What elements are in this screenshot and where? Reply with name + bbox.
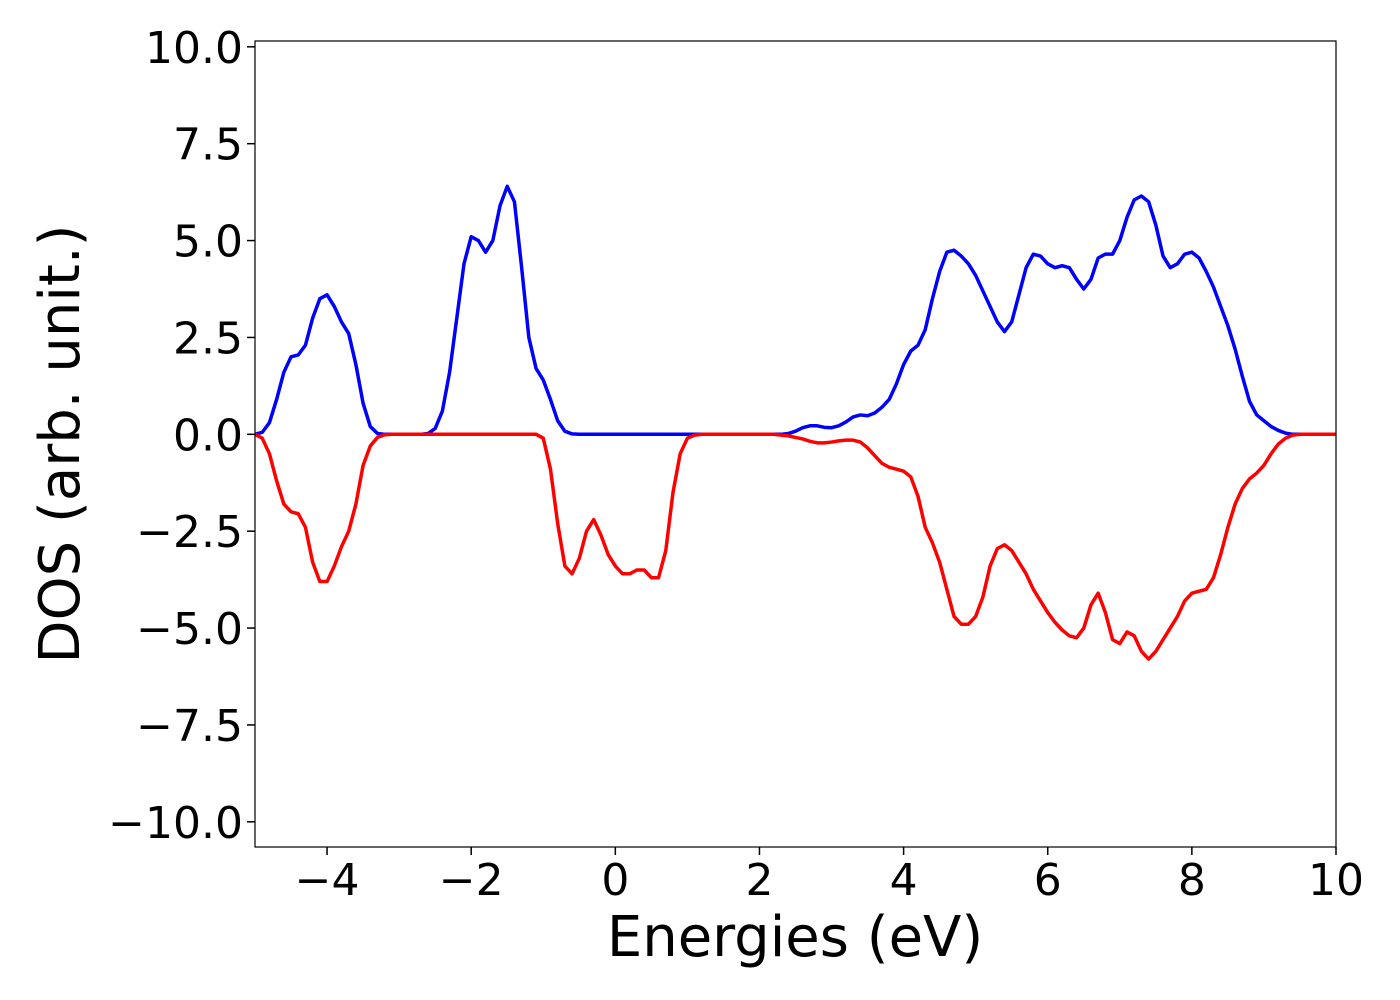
- y-tick-label: −10.0: [108, 798, 243, 849]
- y-tick-label: 5.0: [173, 217, 243, 268]
- y-tick-label: −5.0: [136, 604, 243, 655]
- x-tick-label: −2: [439, 855, 504, 906]
- plot-frame: [254, 40, 1337, 848]
- x-tick-label: −4: [295, 855, 360, 906]
- y-tick-label: 10.0: [145, 23, 243, 74]
- y-tick-label: 7.5: [173, 120, 243, 171]
- x-tick-label: 8: [1178, 855, 1206, 906]
- x-axis-label: Energies (eV): [607, 905, 983, 970]
- x-tick-label: 4: [890, 855, 918, 906]
- y-tick-label: −2.5: [136, 507, 243, 558]
- y-axis-label: DOS (arb. unit.): [28, 224, 93, 663]
- x-tick-label: 6: [1034, 855, 1062, 906]
- y-tick-label: −7.5: [136, 701, 243, 752]
- y-tick-label: 0.0: [173, 410, 243, 461]
- x-tick-label: 2: [745, 855, 773, 906]
- y-tick-label: 2.5: [173, 313, 243, 364]
- line: [255, 184, 1336, 437]
- line: [255, 432, 1336, 661]
- x-tick-label: 0: [601, 855, 629, 906]
- x-tick-label: 10: [1308, 855, 1364, 906]
